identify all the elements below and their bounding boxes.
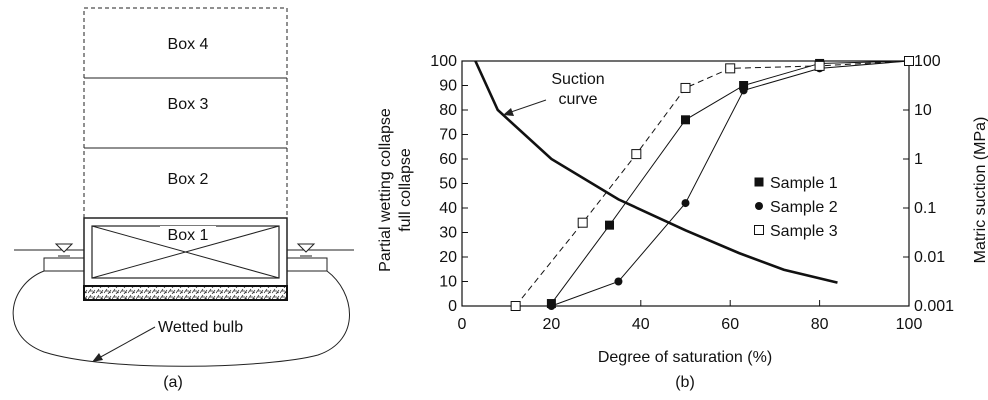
- series-line: [551, 60, 910, 307]
- right-axis: 0.001 0.01 0.1 1 10 100: [903, 53, 954, 315]
- series-layer: [474, 56, 914, 311]
- x-tick-label: 40: [632, 316, 650, 333]
- data-point: [631, 149, 642, 160]
- series-2: [547, 57, 913, 310]
- y-tick-label: 100: [430, 53, 457, 70]
- legend-marker: [754, 225, 764, 235]
- x-tick-label: 100: [896, 316, 923, 333]
- suction-curve-arrow-line: [507, 99, 547, 114]
- box-4-label: Box 4: [168, 36, 209, 53]
- pipe-right: [286, 257, 328, 272]
- panel-b-chart: 0 10 20 30 40 50 60 70 80 90 100 0.001 0.01 0.1 1 10 10…: [377, 53, 988, 391]
- suction-curve-arrowhead-icon: [503, 108, 514, 116]
- y-axis-label-line-1: Partial wetting collapse: [377, 108, 394, 272]
- panel-a: Box 4 Box 3 Box 2 Box 1: [12, 7, 354, 391]
- data-point: [739, 81, 749, 90]
- panel-b-caption: (b): [675, 374, 695, 391]
- y-tick-label: 40: [439, 200, 457, 217]
- y-tick-label: 20: [439, 249, 457, 266]
- y-tick-label: 80: [439, 102, 457, 119]
- y-tick-label: 90: [439, 78, 457, 95]
- wetted-bulb-arrowhead-icon: [92, 353, 103, 362]
- y2-axis-label: Matric suction (MPa): [972, 117, 988, 264]
- y2-tick-label: 10: [914, 102, 932, 119]
- suction-curve-label-line-2: curve: [558, 91, 597, 108]
- y-tick-label: 70: [439, 127, 457, 144]
- wetted-bulb-outline: [12, 270, 350, 367]
- box-3-outline: [83, 77, 288, 149]
- data-point: [614, 277, 623, 286]
- wetted-bulb-arrow-line: [96, 326, 156, 360]
- y2-tick-label: 100: [914, 53, 941, 70]
- x-tick-label: 60: [721, 316, 739, 333]
- panel-a-caption: (a): [163, 374, 183, 391]
- y-tick-label: 50: [439, 176, 457, 193]
- data-point: [739, 86, 748, 95]
- data-point: [680, 82, 691, 93]
- y2-tick-label: 0.1: [914, 200, 936, 217]
- data-point: [681, 199, 690, 208]
- box-2-label: Box 2: [168, 171, 209, 188]
- wetted-bulb-label: Wetted bulb: [158, 319, 243, 336]
- box-3-label: Box 3: [168, 96, 209, 113]
- suction-curve-line: [474, 60, 838, 284]
- data-point: [547, 302, 556, 310]
- data-point: [725, 63, 736, 74]
- bottom-axis: 0 20 40 60 80 100: [458, 300, 923, 333]
- box-1-label-bg: [160, 226, 216, 242]
- x-axis-label: Degree of saturation (%): [598, 349, 772, 366]
- suction-curve-label-line-1: Suction: [551, 71, 604, 88]
- plot-frame: [461, 60, 910, 307]
- legend-marker: [755, 202, 763, 210]
- box-1-label: Box 1: [168, 227, 209, 244]
- y-axis-label-line-2: full collapse: [397, 148, 414, 232]
- series-1: [546, 56, 914, 309]
- pipe-left: [43, 257, 85, 272]
- water-level-left-icon: [54, 243, 74, 257]
- y2-tick-label: 0.001: [914, 298, 954, 315]
- data-point: [510, 301, 521, 311]
- series-line: [550, 60, 910, 304]
- data-point: [681, 115, 690, 125]
- y2-tick-label: 0.01: [914, 249, 945, 266]
- data-point: [814, 60, 825, 71]
- box-1-cross-b: [91, 225, 280, 279]
- legend-marker: [754, 177, 764, 187]
- x-tick-label: 20: [543, 316, 561, 333]
- data-point: [605, 220, 615, 230]
- legend-label: Sample 3: [770, 223, 838, 240]
- water-level-right-icon: [296, 243, 316, 257]
- x-tick-label: 0: [458, 316, 467, 333]
- legend-label: Sample 1: [770, 175, 838, 192]
- gravel-base: [83, 285, 288, 301]
- legend-label: Sample 2: [770, 199, 838, 216]
- series-4: [474, 60, 838, 284]
- data-point: [904, 56, 914, 66]
- data-point: [577, 217, 588, 228]
- left-axis: 0 10 20 30 40 50 60 70 80 90 100: [430, 53, 468, 315]
- y-tick-label: 0: [448, 298, 457, 315]
- series-3: [510, 56, 914, 311]
- legend: Sample 1 Sample 2 Sample 3: [754, 175, 838, 240]
- y-tick-label: 60: [439, 151, 457, 168]
- y2-tick-label: 1: [914, 151, 923, 168]
- x-tick-label: 80: [811, 316, 829, 333]
- y-tick-label: 10: [439, 274, 457, 291]
- y-tick-label: 30: [439, 225, 457, 242]
